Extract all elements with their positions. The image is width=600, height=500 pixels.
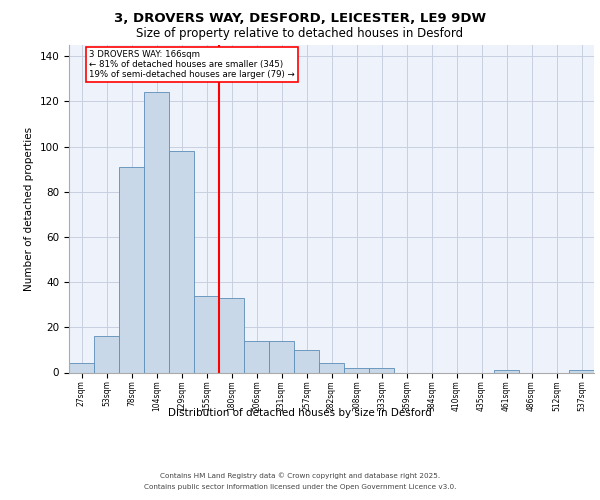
Text: Contains HM Land Registry data © Crown copyright and database right 2025.: Contains HM Land Registry data © Crown c… [160, 472, 440, 479]
Bar [219, 298, 244, 372]
Bar [94, 336, 119, 372]
Text: Size of property relative to detached houses in Desford: Size of property relative to detached ho… [136, 28, 464, 40]
Bar [369, 368, 394, 372]
Bar [319, 364, 344, 372]
Bar [169, 151, 194, 372]
Bar [194, 296, 219, 372]
Bar [569, 370, 594, 372]
Bar [294, 350, 319, 372]
Bar [144, 92, 169, 372]
Text: 3, DROVERS WAY, DESFORD, LEICESTER, LE9 9DW: 3, DROVERS WAY, DESFORD, LEICESTER, LE9 … [114, 12, 486, 26]
Text: Distribution of detached houses by size in Desford: Distribution of detached houses by size … [168, 408, 432, 418]
Bar [269, 341, 294, 372]
Y-axis label: Number of detached properties: Number of detached properties [24, 126, 34, 291]
Text: 3 DROVERS WAY: 166sqm
← 81% of detached houses are smaller (345)
19% of semi-det: 3 DROVERS WAY: 166sqm ← 81% of detached … [89, 50, 295, 80]
Bar [494, 370, 519, 372]
Bar [344, 368, 369, 372]
Text: Contains public sector information licensed under the Open Government Licence v3: Contains public sector information licen… [144, 484, 456, 490]
Bar [244, 341, 269, 372]
Bar [119, 167, 144, 372]
Bar [69, 364, 94, 372]
